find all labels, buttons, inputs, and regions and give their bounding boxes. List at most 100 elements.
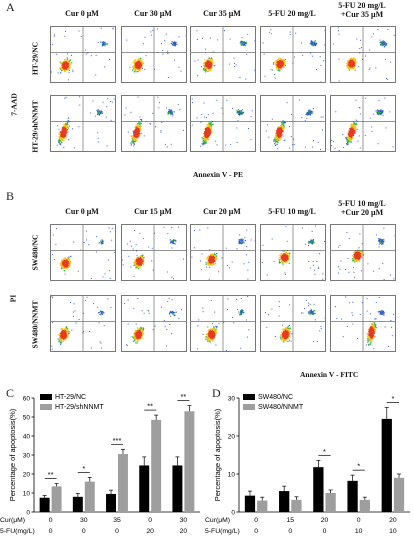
cur-value: 0: [254, 517, 258, 524]
fu-value: 0: [115, 528, 119, 535]
y-tick-label: 0: [231, 510, 235, 517]
y-tick-label: 20: [23, 472, 31, 479]
bar-black: [244, 495, 256, 512]
y-axis-label: Percentage of apoptosis(%): [213, 408, 222, 501]
fu-value: 10: [355, 528, 363, 535]
bar-black: [39, 497, 50, 512]
significance-mark: **: [147, 402, 153, 411]
legend-swatch: [243, 394, 255, 400]
y-tick-label: 0: [26, 510, 30, 517]
cur-value: 15: [287, 517, 295, 524]
a-facs-plot-r1-c4: [260, 26, 326, 83]
b-facs-plot-r1-c2: [121, 224, 187, 281]
significance-mark: *: [323, 447, 326, 456]
bar-black: [172, 465, 183, 512]
y-tick-label: 60: [23, 396, 31, 403]
y-tick-label: 30: [228, 396, 236, 403]
bar-black: [72, 496, 83, 512]
bar-gray: [51, 486, 62, 512]
a-facs-plot-r2-c5: [330, 95, 396, 152]
b-condition-title-4: 5-FU 10 mg/L: [268, 207, 316, 216]
bar-black: [347, 480, 358, 512]
panel-b-xlabel: Annexin V - FITC: [300, 370, 359, 379]
bar-gray: [84, 481, 95, 512]
fu-row-label: 5-FU(mg/L): [0, 528, 35, 535]
a-condition-title-4: 5-FU 20 mg/L: [268, 9, 316, 18]
b-condition-title-1: Cur 0 μM: [65, 207, 99, 216]
panel-d-letter: D: [212, 386, 221, 400]
bar-gray: [257, 500, 268, 512]
significance-mark: **: [48, 470, 54, 479]
cur-value: 0: [357, 517, 361, 524]
b-facs-plot-r1-c3: [190, 224, 256, 281]
bar-black: [279, 491, 290, 512]
panel-b-row1-label: SW480/NC: [30, 234, 40, 271]
a-facs-plot-r1-c5: [330, 26, 396, 83]
legend-label: HT-29/shNNMT: [55, 404, 104, 411]
b-condition-title-2: Cur 15 μM: [134, 207, 172, 216]
fu-value: 0: [288, 528, 292, 535]
legend-swatch: [40, 404, 52, 410]
bar-black: [139, 465, 150, 512]
legend-label: SW480/NNMT: [258, 404, 304, 411]
cur-value: 20: [389, 517, 397, 524]
y-tick-label: 10: [23, 491, 31, 498]
b-condition-title-5: 5-FU 10 mg/L +Cur 20 μM: [338, 199, 386, 217]
panel-c-letter: C: [6, 386, 15, 400]
legend-label: SW480/NC: [258, 394, 293, 401]
fu-value: 0: [254, 528, 258, 535]
panel-b-row2-label: SW480/NNMT: [30, 300, 40, 349]
b-condition-title-3: Cur 20 μM: [203, 207, 241, 216]
y-axis-label: Percentage of apoptosis(%): [8, 408, 17, 501]
bar-gray: [393, 477, 405, 512]
cur-value: 0: [49, 517, 53, 524]
b-facs-plot-r1-c4: [260, 224, 326, 281]
panel-b-letter: B: [6, 189, 15, 203]
b-facs-plot-r2-c3: [190, 295, 256, 352]
y-tick-label: 20: [228, 434, 236, 441]
panel-b-ylabel: PI: [8, 294, 18, 303]
legend-swatch: [40, 394, 52, 400]
b-facs-plot-r1-c1: [50, 224, 116, 281]
a-condition-title-2: Cur 30 μM: [134, 9, 172, 18]
fu-value: 20: [180, 528, 188, 535]
a-facs-plot-r1-c3: [190, 26, 256, 83]
bar-black: [313, 467, 324, 512]
bar-gray: [325, 493, 336, 512]
bar-gray: [359, 499, 370, 512]
y-tick-label: 10: [228, 472, 236, 479]
a-facs-plot-r2-c1: [50, 95, 116, 152]
significance-mark: *: [82, 464, 85, 473]
cur-value: 20: [321, 517, 329, 524]
a-facs-plot-r2-c4: [260, 95, 326, 152]
b-facs-plot-r2-c5: [330, 295, 396, 352]
significance-mark: *: [391, 394, 394, 403]
fu-value: 0: [49, 528, 53, 535]
cur-value: 30: [180, 517, 188, 524]
cur-value: 0: [148, 517, 152, 524]
bar-gray: [291, 499, 302, 512]
panel-a-row2-label: HT-29/shNNMT: [30, 100, 40, 153]
a-facs-plot-r1-c1: [50, 26, 116, 83]
cur-row-label: Cur(μM): [205, 517, 230, 524]
significance-mark: **: [180, 392, 186, 401]
a-condition-title-5: 5-FU 20 mg/L +Cur 35 μM: [338, 1, 386, 19]
b-facs-plot-r2-c4: [260, 295, 326, 352]
chart-d: 0 10 20 30 Percentage of apoptosis(%) 0 0 15 0 * 2…: [205, 394, 410, 535]
y-tick-label: 50: [23, 415, 31, 422]
b-facs-plot-r1-c5: [330, 224, 396, 281]
significance-mark: ***: [113, 436, 122, 445]
bar-black: [381, 418, 392, 512]
chart-c: 0 10 20 30 40 50 60 Percentage of apoptosis(%) *…: [0, 392, 200, 535]
fu-value: 20: [146, 528, 154, 535]
y-tick-label: 40: [23, 434, 31, 441]
fu-value: 0: [323, 528, 327, 535]
y-tick-label: 30: [23, 453, 31, 460]
b-facs-plot-r2-c2: [121, 295, 187, 352]
cur-value: 35: [113, 517, 121, 524]
bar-gray: [151, 419, 162, 512]
b-facs-plot-r2-c1: [50, 295, 116, 352]
fu-value: 0: [82, 528, 86, 535]
bar-black: [106, 493, 116, 512]
panel-a-row1-label: HT-29/NC: [30, 41, 40, 76]
